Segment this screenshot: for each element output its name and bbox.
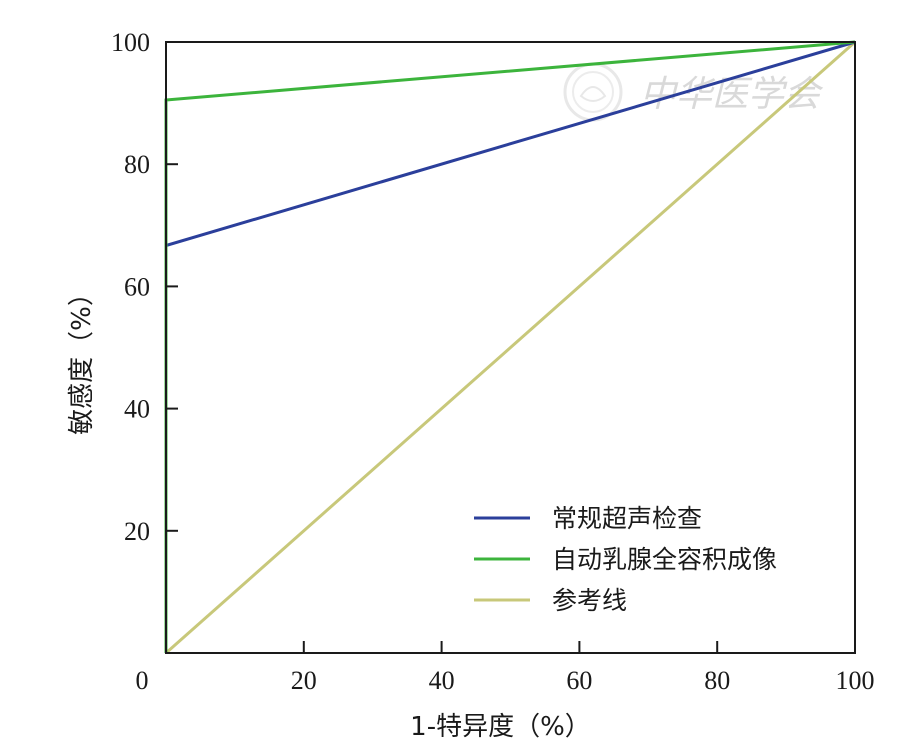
y-tick-label: 60 [124,272,150,301]
y-tick-label: 20 [124,517,150,546]
x-tick-label: 80 [704,666,730,695]
x-tick-label: 0 [136,666,149,695]
x-tick-label: 60 [566,666,592,695]
axes: 0 20 40 60 80 100 20 40 60 80 100 [111,28,875,695]
y-tick-label: 40 [124,395,150,424]
y-axis-title: 敏感度（%） [67,280,97,435]
legend-label-1: 自动乳腺全容积成像 [552,545,777,574]
x-axis-title: 1-特异度（%） [410,712,591,742]
x-tick-label: 20 [291,666,317,695]
legend-label-0: 常规超声检查 [552,504,702,533]
y-tick-label: 100 [111,28,150,57]
watermark-text: 中华医学会 [640,74,824,115]
plot-frame [165,41,856,654]
legend-label-2: 参考线 [552,586,627,615]
y-tick-label: 80 [124,150,150,179]
x-tick-label: 40 [429,666,455,695]
x-tick-label: 100 [836,666,875,695]
watermark: 中华医学会 [563,62,824,122]
society-seal-icon [563,62,623,122]
series-line-2 [165,40,856,655]
